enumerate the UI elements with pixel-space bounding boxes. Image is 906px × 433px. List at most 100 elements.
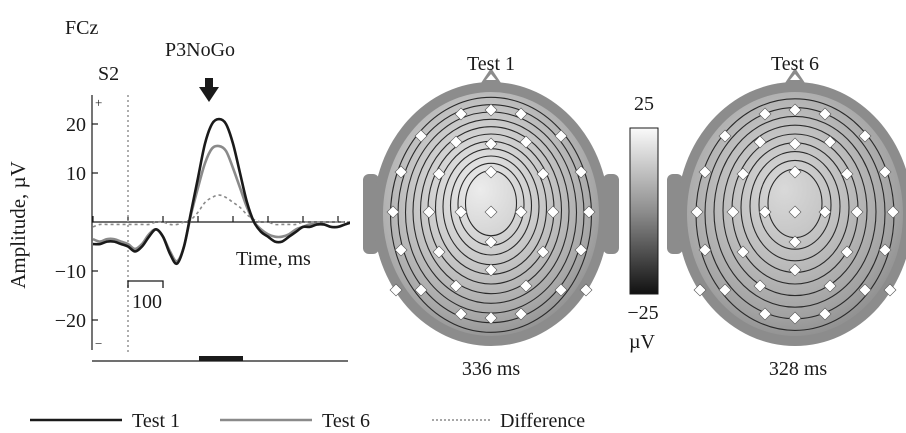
electrode-marker (753, 135, 767, 149)
scale-bar (127, 280, 164, 288)
electrode-marker (788, 235, 802, 249)
amplitude-axis-label: Amplitude, µV (6, 161, 30, 289)
electrode-marker (484, 235, 498, 249)
map-title-test-6: Test 6 (771, 53, 819, 75)
electrode-marker (878, 243, 892, 257)
colorbar-min-label: −25 (627, 302, 658, 324)
minus-sign: − (95, 336, 102, 351)
electrode-marker (536, 245, 550, 259)
electrode-marker (536, 167, 550, 181)
electrode-marker (818, 107, 832, 121)
electrode-marker (394, 165, 408, 179)
electrode-marker (454, 107, 468, 121)
topomap-test-1 (363, 68, 619, 346)
electrode-marker (718, 283, 732, 297)
plus-sign: + (95, 95, 102, 110)
electrode-marker (579, 283, 593, 297)
contour-line (749, 151, 841, 262)
electrode-marker (449, 135, 463, 149)
map-title-test-1: Test 1 (467, 53, 515, 75)
electrode-marker (693, 283, 707, 297)
electrode-marker (736, 245, 750, 259)
electrode-marker (840, 245, 854, 259)
electrode-marker (389, 283, 403, 297)
electrode-marker (554, 283, 568, 297)
electrode-marker (484, 205, 498, 219)
electrode-marker (422, 205, 436, 219)
colorbar (629, 127, 659, 295)
legend-label-difference: Difference (500, 410, 585, 432)
contour-line (722, 124, 868, 297)
electrode-marker (514, 107, 528, 121)
electrode-marker (753, 279, 767, 293)
map-latency-test-6: 328 ms (769, 358, 828, 380)
electrode-marker (454, 205, 468, 219)
legend-label-test-6: Test 6 (322, 410, 370, 432)
electrode-marker (484, 165, 498, 179)
electrode-marker (788, 103, 802, 117)
electrode-marker (582, 205, 596, 219)
component-label: P3NoGo (165, 39, 235, 61)
electrode-marker (454, 307, 468, 321)
electrode-marker (554, 129, 568, 143)
contour-line (419, 126, 563, 295)
electrode-marker (519, 279, 533, 293)
electrode-marker (858, 129, 872, 143)
significance-bar (199, 356, 243, 361)
electrode-marker (788, 137, 802, 151)
contour-line (449, 155, 533, 256)
electrode-marker (690, 205, 704, 219)
series-line-test-1 (92, 117, 350, 266)
electrode-marker (818, 307, 832, 321)
electrode-marker (850, 205, 864, 219)
electrode-marker (698, 165, 712, 179)
electrode-marker (788, 165, 802, 179)
electrode-marker (883, 283, 897, 297)
y-tick-label: 20 (66, 114, 86, 136)
electrode-marker (414, 283, 428, 297)
electrode-marker (514, 205, 528, 219)
electrode-marker (840, 167, 854, 181)
colorbar-unit-label: µV (629, 331, 656, 353)
time-axis-label: Time, ms (236, 248, 311, 270)
electrode-marker (546, 205, 560, 219)
p3-arrow-icon (199, 78, 219, 102)
contour-line (758, 159, 832, 250)
electrode-marker (519, 135, 533, 149)
electrode-marker (394, 243, 408, 257)
electrode-marker (823, 135, 837, 149)
electrode-marker (449, 279, 463, 293)
electrode-marker (432, 245, 446, 259)
electrode-marker (858, 283, 872, 297)
electrode-marker (788, 311, 802, 325)
erp-curves (92, 117, 350, 266)
electrode-marker (484, 311, 498, 325)
y-tick-label: 10 (66, 163, 86, 185)
amplitude-axis: 20 10 −10 −20 + − Amplitude, µV (6, 95, 102, 351)
electrode-marker (574, 165, 588, 179)
electrode-marker (736, 167, 750, 181)
nose-mark (790, 74, 800, 80)
legend-label-test-1: Test 1 (132, 410, 180, 432)
electrode-marker (514, 307, 528, 321)
electrode-marker (432, 167, 446, 181)
map-latency-test-1: 336 ms (462, 358, 521, 380)
electrode-marker (574, 243, 588, 257)
y-tick-label: −10 (55, 261, 86, 283)
nose-mark (486, 74, 496, 80)
scale-bar-label: 100 (132, 291, 162, 313)
electrode-marker (788, 263, 802, 277)
electrode-marker (788, 205, 802, 219)
electrode-marker (484, 137, 498, 151)
legend: Test 1 Test 6 Difference (30, 410, 585, 432)
electrode-marker (718, 129, 732, 143)
electrode-marker (818, 205, 832, 219)
time-ticks (92, 216, 339, 222)
electrode-marker (878, 165, 892, 179)
channel-label: FCz (65, 17, 98, 39)
stimulus-label: S2 (98, 63, 119, 85)
electrode-marker (886, 205, 900, 219)
electrode-marker (823, 279, 837, 293)
colorbar-max-label: 25 (634, 93, 654, 115)
